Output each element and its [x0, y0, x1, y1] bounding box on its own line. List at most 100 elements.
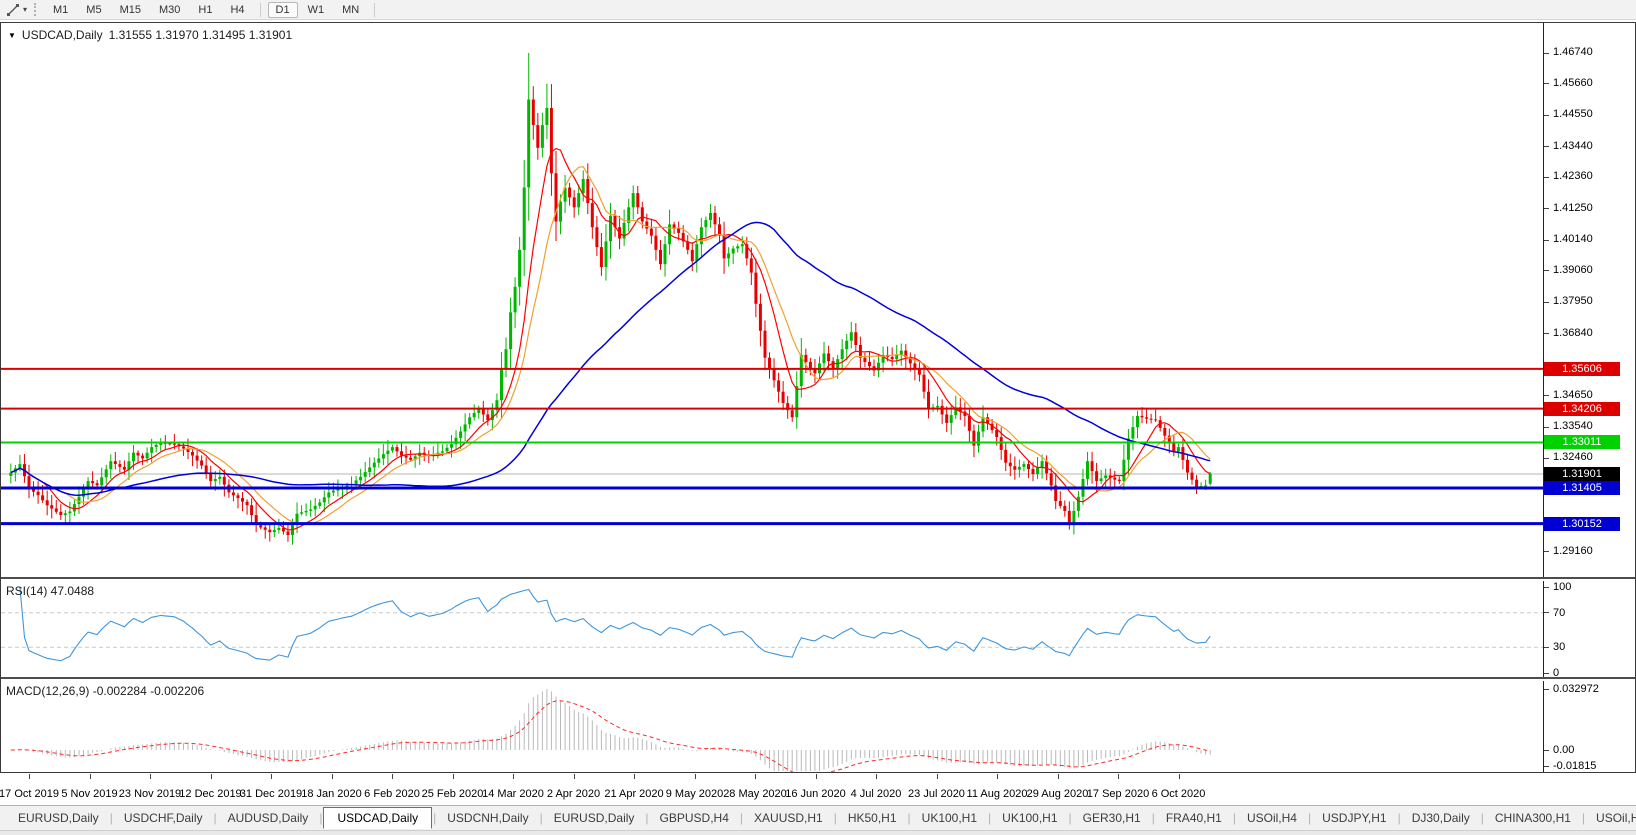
trendline-tool-icon[interactable]: [4, 2, 22, 18]
price-tick-label: 1.39060: [1553, 263, 1593, 276]
rsi-tick-label: 100: [1553, 581, 1572, 593]
price-tick: [1544, 395, 1549, 397]
timeframe-button-d1[interactable]: D1: [267, 1, 298, 18]
date-tick: [1057, 774, 1059, 779]
tab-usdcnh-daily[interactable]: USDCNH,Daily: [447, 811, 529, 825]
tab-usoil-h1[interactable]: USOil,H1: [1596, 811, 1636, 825]
price-tick: [1544, 114, 1549, 116]
rsi-tick: [1544, 672, 1549, 674]
date-tick: [89, 774, 91, 779]
date-label: 9 May 2020: [665, 788, 724, 800]
tab-dj30-daily[interactable]: DJ30,Daily: [1411, 811, 1470, 825]
timeframe-button-h4[interactable]: H4: [230, 3, 245, 16]
date-tick: [452, 774, 454, 779]
tab-eurusd-daily[interactable]: EURUSD,Daily: [18, 811, 99, 825]
timeframe-button-mn[interactable]: MN: [342, 3, 360, 16]
date-axis[interactable]: 17 Oct 2019 5 Nov 2019 23 Nov 2019 12 Dec 2…: [0, 774, 1635, 805]
price-tick-label: 1.29160: [1553, 544, 1593, 557]
tab-uk100-h1[interactable]: UK100,H1: [1002, 811, 1058, 825]
tab-usdcad-daily[interactable]: USDCAD,Daily: [323, 807, 433, 829]
price-line-badge: 1.30152: [1544, 516, 1620, 531]
date-label: 6 Feb 2020: [364, 788, 420, 800]
date-tick: [815, 774, 817, 779]
price-line-badge: 1.34206: [1544, 401, 1620, 416]
date-label: 16 Jun 2020: [785, 788, 846, 800]
timeframe-button-w1[interactable]: W1: [307, 3, 325, 16]
price-tick-label: 1.42360: [1553, 170, 1593, 183]
rsi-tick-label: 0: [1553, 667, 1560, 679]
price-tick: [1544, 333, 1549, 335]
tab-gbpusd-h4[interactable]: GBPUSD,H4: [659, 811, 729, 825]
rsi-label: RSI(14) 47.0488: [6, 584, 95, 598]
tab-separator: |: [1581, 811, 1586, 825]
rsi-tick: [1544, 612, 1549, 614]
price-tick-label: 1.34650: [1553, 388, 1593, 401]
timeframe-button-m15[interactable]: M15: [119, 3, 141, 16]
tab-usoil-h4[interactable]: USOil,H4: [1246, 811, 1297, 825]
tab-uk100-h1[interactable]: UK100,H1: [921, 811, 978, 825]
date-label: 23 Jul 2020: [908, 788, 965, 800]
date-tick: [694, 774, 696, 779]
pane-splitter-macd[interactable]: [1, 677, 1635, 679]
toolbar-separator: [374, 2, 376, 17]
date-tick: [392, 774, 393, 779]
price-tick: [1544, 176, 1549, 178]
tab-usdjpy-h1[interactable]: USDJPY,H1: [1322, 811, 1387, 825]
date-label: 14 Mar 2020: [482, 788, 544, 800]
date-tick: [1178, 774, 1180, 779]
rsi-tick-label: 30: [1553, 641, 1566, 654]
rsi-tick: [1544, 586, 1549, 588]
timeframe-button-m5[interactable]: M5: [86, 3, 102, 16]
date-tick: [573, 774, 575, 779]
price-tick: [1544, 52, 1549, 54]
date-tick: [150, 774, 151, 779]
rsi-scale[interactable]: 100 70 30 0: [1544, 581, 1635, 679]
price-line-badge: 1.35606: [1544, 361, 1620, 376]
rsi-pane: RSI(14) 47.0488 100 70 30 0: [1, 581, 1635, 679]
tab-separator: |: [1480, 811, 1484, 825]
tab-xauusd-h1[interactable]: XAUUSD,H1: [754, 811, 823, 825]
tab-separator: |: [1232, 811, 1236, 825]
tab-hk50-h1[interactable]: HK50,H1: [847, 811, 897, 825]
date-tick: [331, 774, 333, 779]
macd-canvas[interactable]: MACD(12,26,9) -0.002284 -0.002206: [1, 681, 1543, 772]
tab-separator: |: [907, 811, 911, 825]
price-tick: [1544, 551, 1549, 553]
date-label: 17 Sep 2020: [1086, 788, 1150, 800]
rsi-canvas[interactable]: RSI(14) 47.0488: [1, 581, 1543, 677]
tab-china300-h1[interactable]: CHINA300,H1: [1494, 811, 1571, 825]
main-chart-canvas[interactable]: ▼ USDCAD,Daily 1.31555 1.31970 1.31495 1…: [1, 23, 1543, 577]
tab-fra40-h1[interactable]: FRA40,H1: [1165, 811, 1222, 825]
tool-dropdown-caret-icon[interactable]: ▾: [23, 5, 28, 14]
price-line-badge: 1.31405: [1544, 481, 1620, 496]
macd-scale-divider: [1543, 681, 1544, 772]
macd-tick-label: 0.00: [1553, 744, 1575, 756]
price-tick-label: 1.37950: [1553, 295, 1593, 308]
chart-title-ohlc: 1.31555 1.31970 1.31495 1.31901: [108, 28, 293, 42]
price-tick-label: 1.36840: [1553, 326, 1593, 339]
tab-separator: |: [539, 811, 543, 825]
date-tick: [997, 774, 998, 779]
tab-audusd-daily[interactable]: AUDUSD,Daily: [227, 811, 309, 825]
date-label: 23 Nov 2019: [118, 788, 182, 800]
chart-tab-bar: EURUSD,Daily | USDCHF,Daily | AUDUSD,Daily | U…: [0, 805, 1636, 830]
price-tick: [1544, 301, 1549, 303]
tab-ger30-h1[interactable]: GER30,H1: [1082, 811, 1141, 825]
timeframe-button-m30[interactable]: M30: [158, 3, 181, 16]
rsi-tick-label: 70: [1553, 606, 1566, 619]
price-tick-label: 1.32460: [1553, 451, 1593, 464]
chart-title-collapse-icon[interactable]: ▼: [8, 30, 16, 40]
macd-pane: MACD(12,26,9) -0.002284 -0.002206 0.0329…: [1, 681, 1635, 772]
tab-separator: |: [433, 811, 437, 825]
macd-scale[interactable]: 0.032972 0.00 -0.01815: [1544, 681, 1635, 772]
tab-eurusd-daily[interactable]: EURUSD,Daily: [553, 811, 635, 825]
date-tick: [755, 774, 756, 779]
rsi-tick: [1544, 646, 1549, 648]
price-scale[interactable]: 1.46740 1.45660 1.44550 1.43440 1.42360 1.412…: [1544, 23, 1635, 577]
timeframe-button-h1[interactable]: H1: [198, 3, 213, 16]
pane-splitter-rsi[interactable]: [1, 577, 1635, 579]
date-label: 2 Apr 2020: [546, 788, 601, 800]
tab-usdchf-daily[interactable]: USDCHF,Daily: [123, 811, 203, 825]
price-tick-label: 1.45660: [1553, 76, 1593, 89]
timeframe-button-m1[interactable]: M1: [53, 3, 69, 16]
